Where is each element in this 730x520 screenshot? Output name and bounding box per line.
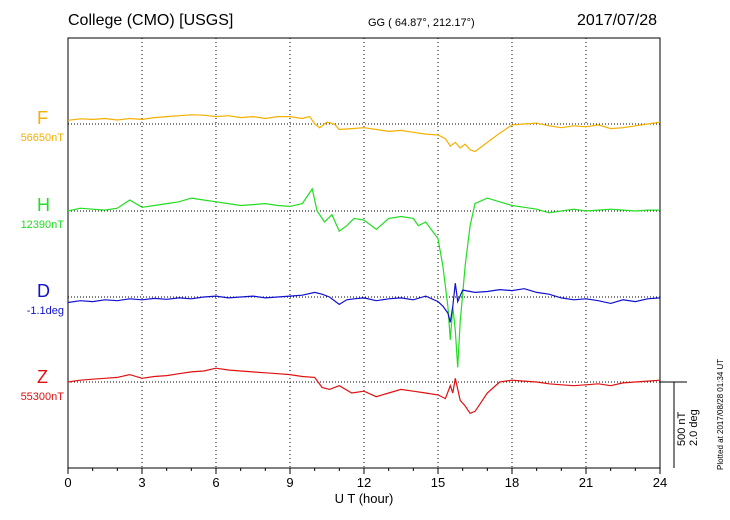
series-line-f	[67, 114, 661, 153]
x-tick-label-24: 24	[653, 475, 667, 490]
x-tick-label-12: 12	[357, 475, 371, 490]
chart-title: College (CMO) [USGS]	[68, 12, 234, 29]
x-tick-label-9: 9	[286, 475, 293, 490]
x-tick-label-21: 21	[579, 475, 593, 490]
scale-deg: 2.0 deg	[688, 409, 700, 446]
channel-name-h: H	[37, 195, 50, 215]
channel-baseline-d: -1.1deg	[26, 305, 64, 317]
channel-baseline-z: 55300nT	[20, 391, 64, 403]
channel-name-f: F	[37, 108, 48, 128]
channel-name-d: D	[37, 281, 50, 301]
station-coordinates: GG ( 64.87°, 212.17°)	[368, 17, 475, 29]
series-line-d	[67, 283, 661, 323]
chart-date: 2017/07/28	[577, 12, 658, 29]
channel-name-z: Z	[37, 367, 48, 387]
channel-baseline-f: 56650nT	[20, 132, 64, 144]
x-tick-label-18: 18	[505, 475, 519, 490]
x-tick-label-0: 0	[64, 475, 71, 490]
series-line-z	[67, 367, 661, 415]
series-line-h	[67, 187, 660, 368]
channel-baseline-h: 12390nT	[20, 219, 64, 231]
scale-bar-label: 500 nT 2.0 deg	[676, 409, 700, 446]
x-tick-label-15: 15	[431, 475, 445, 490]
plotted-timestamp: Plotted at 2017/08/28 01:34 UT	[716, 358, 725, 470]
x-axis-label: U T (hour)	[335, 491, 394, 506]
scale-nt: 500 nT	[676, 411, 688, 446]
x-tick-label-3: 3	[138, 475, 145, 490]
x-tick-label-6: 6	[212, 475, 219, 490]
